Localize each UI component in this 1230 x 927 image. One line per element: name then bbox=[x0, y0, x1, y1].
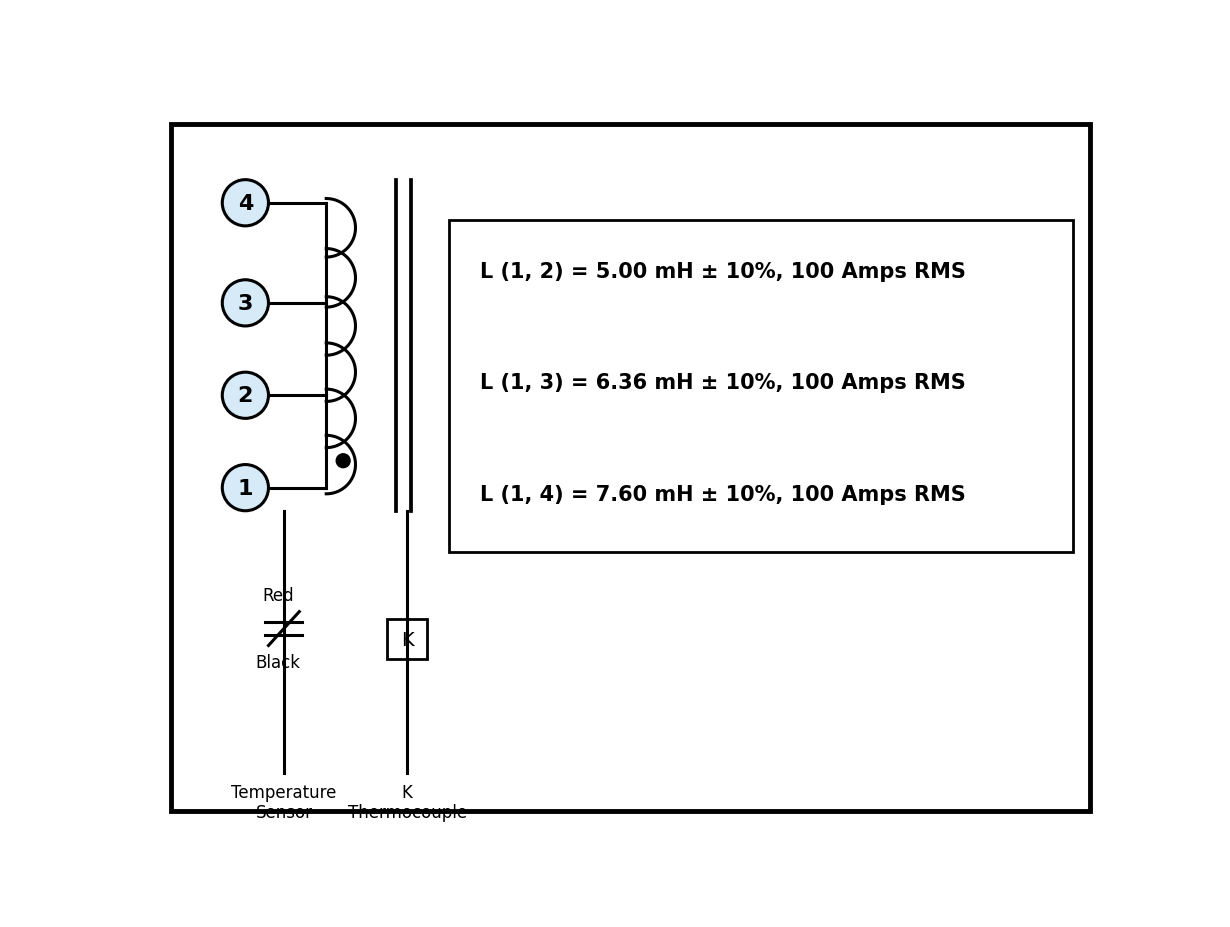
Circle shape bbox=[336, 454, 351, 468]
Text: 2: 2 bbox=[237, 386, 253, 406]
Circle shape bbox=[223, 281, 268, 326]
Text: L (1, 4) = 7.60 mH ± 10%, 100 Amps RMS: L (1, 4) = 7.60 mH ± 10%, 100 Amps RMS bbox=[480, 484, 966, 504]
Text: K
Thermocouple: K Thermocouple bbox=[348, 782, 466, 821]
FancyBboxPatch shape bbox=[171, 125, 1090, 811]
Text: Black: Black bbox=[255, 654, 300, 671]
FancyBboxPatch shape bbox=[449, 222, 1073, 552]
Text: K: K bbox=[401, 630, 413, 649]
Text: 3: 3 bbox=[237, 294, 253, 313]
Text: 4: 4 bbox=[237, 194, 253, 213]
Circle shape bbox=[223, 181, 268, 226]
Text: L (1, 3) = 6.36 mH ± 10%, 100 Amps RMS: L (1, 3) = 6.36 mH ± 10%, 100 Amps RMS bbox=[480, 373, 966, 393]
Text: Red: Red bbox=[262, 586, 294, 604]
Text: L (1, 2) = 5.00 mH ± 10%, 100 Amps RMS: L (1, 2) = 5.00 mH ± 10%, 100 Amps RMS bbox=[480, 261, 966, 281]
Text: Temperature
Sensor: Temperature Sensor bbox=[231, 782, 337, 821]
FancyBboxPatch shape bbox=[387, 619, 427, 660]
Circle shape bbox=[223, 373, 268, 419]
Text: 1: 1 bbox=[237, 478, 253, 498]
Circle shape bbox=[223, 465, 268, 511]
